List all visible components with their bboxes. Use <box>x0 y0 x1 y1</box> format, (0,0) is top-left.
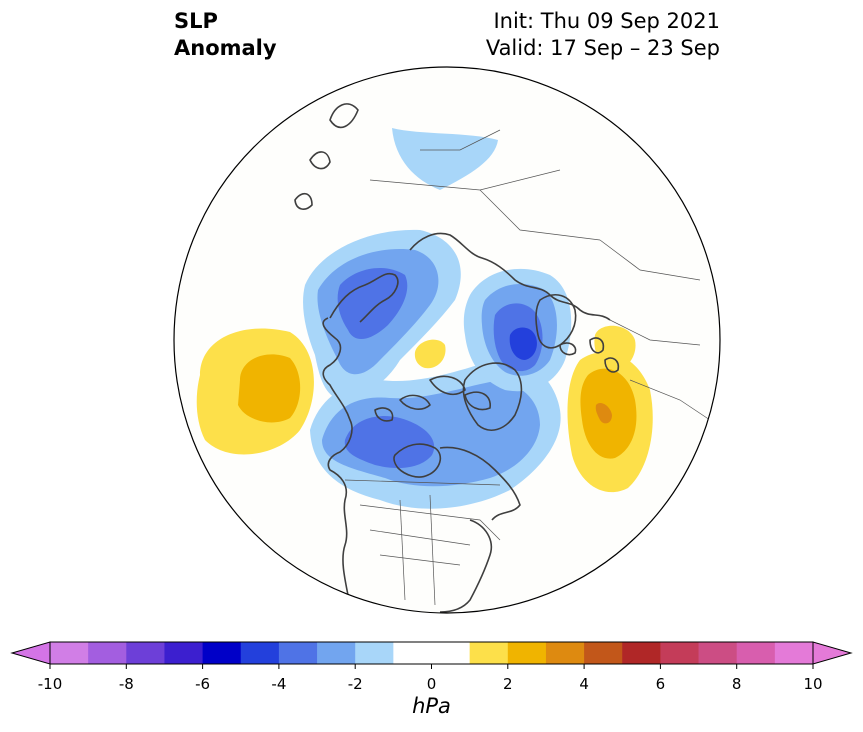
colorbar-cell <box>317 642 356 664</box>
polar-map <box>173 66 721 614</box>
colorbar-tick-label: -6 <box>195 675 210 690</box>
colorbar-extend-min <box>10 641 51 665</box>
colorbar-cell <box>50 642 89 664</box>
colorbar-cell <box>507 642 547 664</box>
colorbar-tick-label: -10 <box>38 675 63 690</box>
colorbar-cell <box>469 642 509 664</box>
colorbar-unit: hPa <box>412 694 451 718</box>
colorbar-tick-label: 10 <box>803 675 822 690</box>
pacific-high-inner <box>238 354 301 423</box>
title-line-2: Anomaly <box>174 36 277 60</box>
colorbar-tick-label: -2 <box>348 675 363 690</box>
colorbar-tick-label: 0 <box>427 675 437 690</box>
colorbar-cell <box>393 642 432 664</box>
colorbar-extend-max <box>812 641 853 665</box>
colorbar-cells <box>10 641 853 665</box>
colorbar-cell <box>584 642 623 664</box>
coastlines <box>294 103 620 613</box>
colorbar-tick-label: 2 <box>503 675 513 690</box>
colorbar-cell <box>202 642 242 664</box>
anomaly-contours <box>196 128 653 509</box>
colorbar: -10 -8 -6 -4 -2 0 2 4 6 8 10 <box>10 641 853 690</box>
canada-low-3 <box>344 416 435 468</box>
colorbar-tick-label: 4 <box>579 675 589 690</box>
colorbar-cell <box>622 642 661 664</box>
arctic-high <box>414 339 446 369</box>
title-line-1: SLP <box>174 9 218 33</box>
valid-range: Valid: 17 Sep – 23 Sep <box>485 36 720 60</box>
globe-outline <box>173 66 721 614</box>
colorbar-cell <box>431 642 471 664</box>
chart-title-right: Init: Thu 09 Sep 2021 Valid: 17 Sep – 23… <box>486 8 720 62</box>
colorbar-tick-label: -8 <box>119 675 134 690</box>
colorbar-cell <box>88 642 127 664</box>
barents-low-4 <box>509 327 537 360</box>
colorbar-cell <box>240 642 280 664</box>
alaska-low-3 <box>337 267 408 340</box>
colorbar-tick-label: 6 <box>656 675 666 690</box>
chart-title-left: SLP Anomaly <box>174 8 277 62</box>
colorbar-cell <box>278 642 318 664</box>
colorbar-tick-label: 8 <box>732 675 742 690</box>
colorbar-cell <box>660 642 700 664</box>
colorbar-cell <box>126 642 165 664</box>
colorbar-cell <box>545 642 585 664</box>
init-date: Init: Thu 09 Sep 2021 <box>493 9 720 33</box>
colorbar-cell <box>736 642 776 664</box>
colorbar-ticks: -10 -8 -6 -4 -2 0 2 4 6 8 10 <box>38 664 823 690</box>
colorbar-cell <box>164 642 204 664</box>
siberia-low <box>392 128 498 190</box>
colorbar-cell <box>355 642 394 664</box>
colorbar-cell <box>774 642 814 664</box>
borders <box>344 129 711 606</box>
colorbar-cell <box>698 642 738 664</box>
colorbar-tick-label: -4 <box>271 675 286 690</box>
atlantic-high-core <box>595 403 612 424</box>
